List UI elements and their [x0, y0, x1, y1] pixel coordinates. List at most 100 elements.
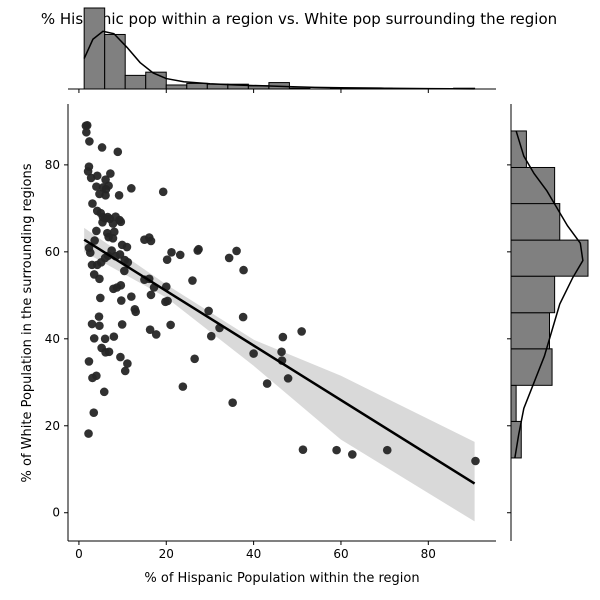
data-point — [194, 244, 203, 254]
x-tick-label: 40 — [246, 547, 261, 561]
data-point — [348, 450, 357, 459]
data-point — [85, 137, 94, 146]
histogram-bar — [510, 312, 550, 350]
data-point — [90, 236, 99, 245]
data-point — [162, 255, 172, 264]
data-point — [117, 320, 127, 329]
data-point — [82, 127, 91, 137]
data-point — [116, 281, 126, 290]
data-point — [84, 357, 94, 366]
scatter-plot-area — [81, 121, 480, 522]
histogram-bar — [83, 7, 106, 90]
regression-line — [83, 238, 476, 485]
data-point — [99, 387, 109, 397]
data-point — [332, 445, 341, 455]
data-point — [87, 319, 97, 329]
kde-curve — [83, 30, 475, 90]
data-point — [278, 332, 288, 342]
data-point — [298, 445, 308, 454]
data-point — [262, 379, 272, 388]
data-point — [104, 347, 114, 357]
y-tick-label: 0 — [52, 506, 60, 520]
histogram-bar — [510, 239, 589, 277]
histogram-bar — [165, 84, 188, 90]
data-point — [92, 171, 102, 181]
data-point — [82, 121, 92, 130]
chart-title: % Hispanic pop within a region vs. White… — [41, 10, 557, 28]
data-point — [120, 366, 130, 376]
data-point — [145, 325, 155, 334]
data-point — [95, 321, 104, 331]
x-tick-label: 20 — [159, 547, 174, 561]
data-point — [166, 320, 175, 330]
data-point — [101, 191, 110, 200]
histogram-bar — [510, 166, 556, 205]
data-point — [98, 217, 107, 227]
data-point — [89, 408, 99, 418]
data-point — [104, 181, 113, 191]
histogram-bar — [510, 348, 553, 386]
data-point — [108, 234, 118, 243]
data-point — [204, 306, 213, 316]
data-point — [127, 184, 136, 193]
data-point — [188, 276, 197, 285]
x-axis-title: % of Hispanic Population within the regi… — [144, 571, 419, 586]
data-point — [249, 349, 258, 358]
data-point — [238, 312, 248, 322]
histogram-bar — [510, 203, 561, 241]
data-point — [127, 292, 136, 301]
data-point — [283, 374, 293, 383]
data-point — [94, 312, 104, 321]
data-point — [95, 274, 104, 284]
right-marginal-histogram — [510, 130, 589, 459]
data-point — [122, 242, 132, 252]
y-tick-label: 80 — [45, 158, 60, 172]
histogram-bar — [186, 82, 208, 90]
data-point — [224, 253, 234, 263]
histogram-bar — [510, 384, 517, 422]
data-point — [108, 219, 118, 228]
data-point — [114, 191, 124, 200]
data-point — [232, 246, 241, 256]
data-point — [88, 199, 97, 208]
data-point — [175, 250, 185, 260]
data-point — [190, 354, 199, 364]
data-point — [123, 359, 132, 368]
data-point — [109, 227, 119, 237]
data-point — [116, 217, 126, 227]
data-point — [163, 296, 172, 306]
confidence-band — [84, 227, 475, 522]
data-point — [277, 347, 286, 357]
data-point — [116, 296, 126, 305]
data-point — [158, 187, 168, 197]
data-point — [131, 307, 140, 317]
data-point — [239, 265, 248, 275]
histogram-bar — [510, 130, 527, 168]
data-point — [146, 236, 156, 246]
data-point — [382, 445, 392, 455]
data-point — [100, 334, 110, 344]
data-point — [228, 398, 237, 408]
data-point — [96, 293, 105, 303]
data-point — [84, 429, 93, 438]
y-axis-title: % of White Population in the surrounding… — [20, 163, 35, 482]
data-point — [116, 352, 125, 362]
x-tick-label: 60 — [333, 547, 348, 561]
scatter-points — [81, 121, 480, 466]
histogram-bar — [510, 275, 556, 314]
data-point — [297, 327, 306, 336]
regression-ci-band — [84, 227, 475, 522]
data-point — [178, 382, 188, 391]
data-point — [88, 373, 97, 383]
y-tick-label: 20 — [45, 419, 60, 433]
data-point — [97, 143, 107, 152]
data-point — [151, 330, 161, 339]
data-point — [106, 169, 115, 178]
histogram-bar — [124, 74, 147, 90]
data-point — [146, 290, 156, 300]
data-point — [92, 226, 101, 236]
y-tick-label: 40 — [45, 332, 60, 346]
kde-curve — [514, 130, 584, 459]
data-point — [120, 266, 129, 276]
